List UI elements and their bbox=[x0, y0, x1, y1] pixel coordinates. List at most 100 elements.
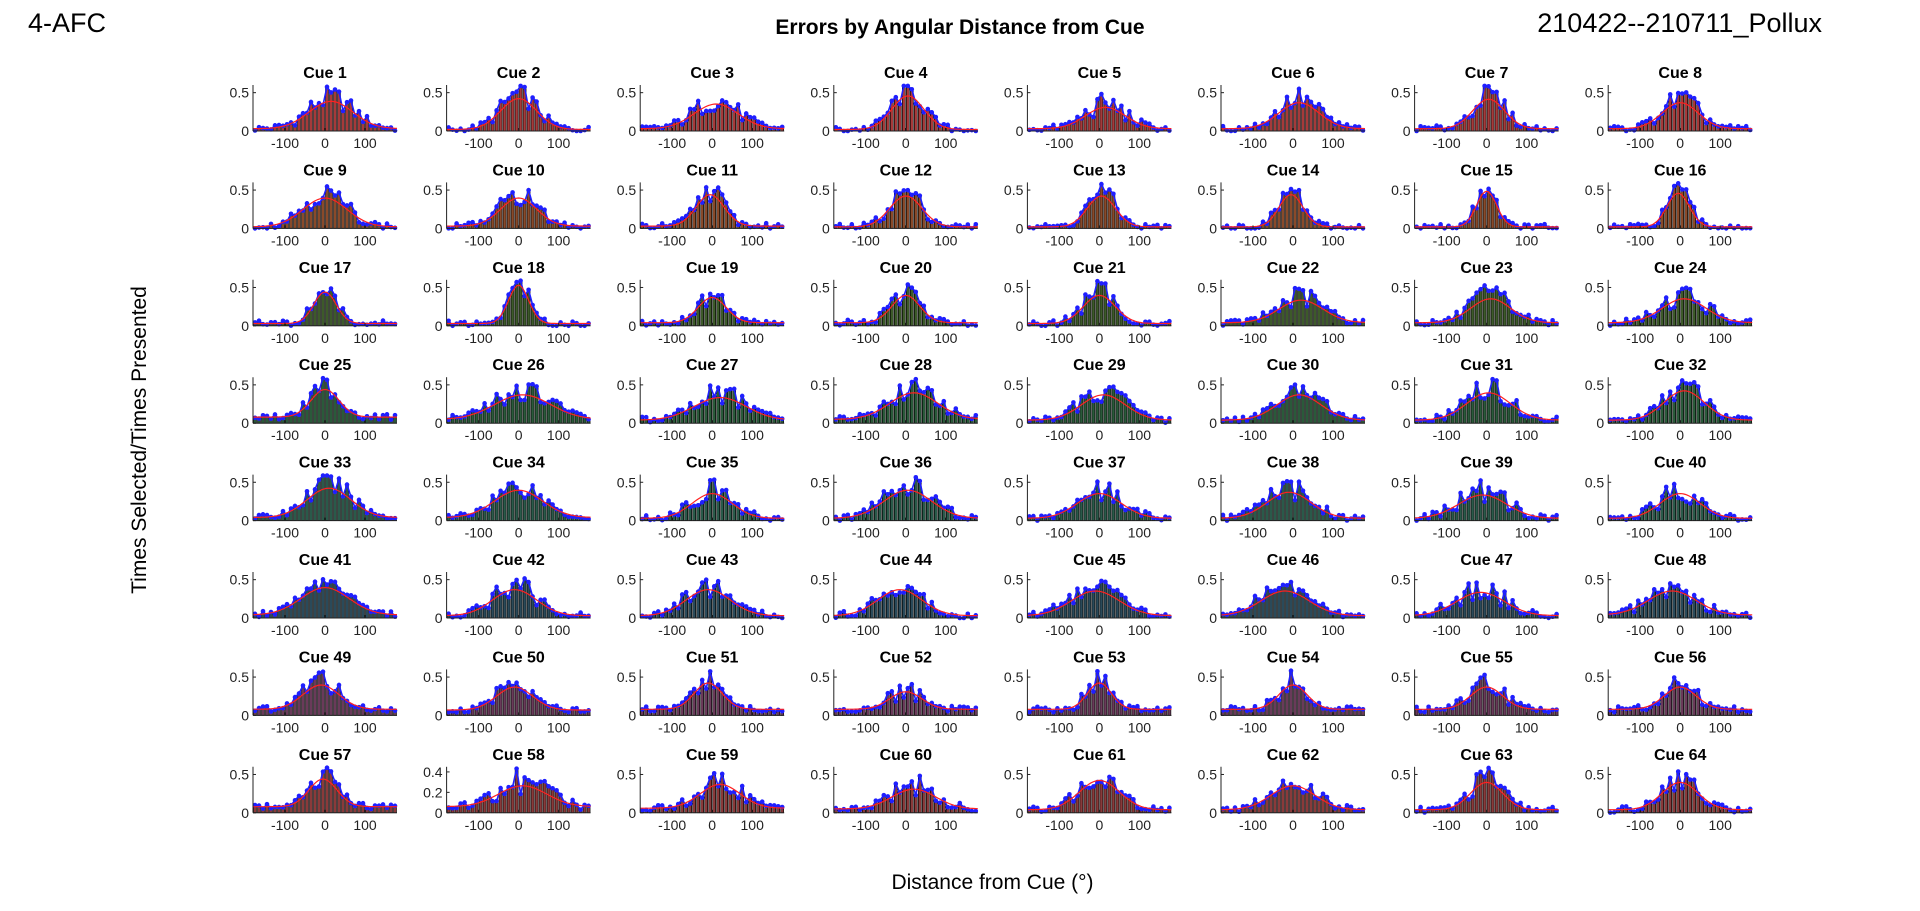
data-line bbox=[254, 670, 396, 713]
histogram-bar bbox=[514, 281, 519, 327]
data-point bbox=[498, 196, 503, 202]
data-point bbox=[1502, 290, 1507, 296]
x-tick-label: 0 bbox=[1676, 232, 1684, 248]
x-tick-label: 100 bbox=[1515, 525, 1539, 541]
x-tick-label: 0 bbox=[1289, 427, 1297, 443]
y-tick-label: 0.5 bbox=[230, 377, 250, 393]
x-tick-label: -100 bbox=[1239, 330, 1267, 346]
fit-curve bbox=[1221, 102, 1366, 130]
data-point bbox=[873, 413, 879, 418]
histogram-bar bbox=[716, 187, 721, 229]
data-point bbox=[324, 184, 330, 189]
histogram-bar bbox=[1115, 589, 1120, 619]
data-point bbox=[1296, 587, 1302, 592]
data-point bbox=[1284, 478, 1290, 484]
histogram-bar bbox=[1301, 209, 1305, 229]
data-point bbox=[542, 316, 547, 322]
y-tick-label: 0.5 bbox=[1198, 669, 1218, 685]
data-point bbox=[570, 319, 575, 324]
data-point bbox=[893, 401, 899, 407]
data-point bbox=[893, 189, 899, 194]
panel-title: Cue 40 bbox=[1654, 455, 1707, 472]
fit-curve bbox=[833, 489, 978, 519]
y-tick-label: 0 bbox=[435, 610, 443, 626]
histogram-bar bbox=[1293, 384, 1297, 424]
data-point bbox=[1703, 310, 1709, 316]
data-point bbox=[336, 782, 342, 787]
data-point bbox=[897, 191, 903, 196]
x-tick-label: 0 bbox=[708, 525, 716, 541]
data-point bbox=[1655, 701, 1661, 707]
data-point bbox=[735, 501, 741, 507]
data-point bbox=[973, 514, 979, 520]
data-point bbox=[360, 703, 366, 708]
panel-title: Cue 31 bbox=[1460, 357, 1513, 374]
data-point bbox=[1284, 582, 1290, 588]
data-line bbox=[1028, 279, 1170, 327]
histogram-bar bbox=[692, 209, 697, 229]
data-point bbox=[905, 187, 911, 193]
y-tick-label: 0.5 bbox=[1198, 85, 1218, 101]
data-point bbox=[1095, 278, 1100, 284]
data-point bbox=[639, 221, 645, 227]
data-point bbox=[510, 90, 515, 96]
data-point bbox=[1312, 104, 1318, 110]
x-tick-label: 0 bbox=[708, 135, 716, 151]
data-point bbox=[1530, 608, 1535, 613]
data-point bbox=[715, 292, 721, 298]
x-tick-label: 0 bbox=[1676, 427, 1684, 443]
data-point bbox=[1095, 479, 1100, 485]
y-tick-label: 0.5 bbox=[1391, 377, 1411, 393]
histogram-bar bbox=[901, 399, 906, 424]
data-point bbox=[845, 417, 851, 422]
x-tick-label: -100 bbox=[1626, 330, 1654, 346]
data-point bbox=[1426, 613, 1431, 619]
y-tick-label: 0 bbox=[1016, 123, 1024, 139]
data-point bbox=[1356, 706, 1362, 711]
histogram-bar bbox=[301, 685, 305, 716]
histogram-bar bbox=[341, 697, 345, 716]
data-point bbox=[542, 597, 547, 602]
data-point bbox=[336, 190, 342, 195]
data-point bbox=[470, 408, 475, 413]
histogram-bar bbox=[301, 797, 305, 814]
y-tick-label: 0 bbox=[435, 220, 443, 236]
data-point bbox=[655, 704, 661, 710]
data-point bbox=[845, 512, 851, 518]
data-point bbox=[719, 488, 725, 493]
y-tick-label: 0.5 bbox=[810, 669, 830, 685]
data-point bbox=[578, 610, 583, 615]
y-tick-label: 0 bbox=[1016, 318, 1024, 334]
data-point bbox=[1051, 223, 1056, 229]
data-point bbox=[913, 101, 919, 106]
panel-title: Cue 18 bbox=[492, 260, 545, 277]
panel-title: Cue 11 bbox=[686, 162, 738, 179]
data-line bbox=[448, 680, 589, 714]
data-point bbox=[1522, 222, 1527, 227]
data-point bbox=[1320, 510, 1326, 516]
x-tick-label: 0 bbox=[708, 719, 716, 735]
data-point bbox=[937, 315, 943, 321]
data-point bbox=[925, 606, 931, 611]
histogram-bar bbox=[1079, 596, 1084, 619]
data-line bbox=[1416, 187, 1557, 230]
data-point bbox=[1494, 89, 1499, 95]
data-point bbox=[494, 108, 499, 113]
data-point bbox=[833, 124, 839, 130]
data-point bbox=[1312, 390, 1318, 396]
data-point bbox=[1079, 691, 1084, 697]
x-tick-label: 0 bbox=[515, 135, 523, 151]
x-tick-label: 0 bbox=[708, 232, 716, 248]
histogram-bar bbox=[498, 398, 503, 424]
data-point bbox=[1127, 319, 1132, 325]
data-point bbox=[1635, 122, 1641, 127]
data-point bbox=[1743, 123, 1749, 129]
data-point bbox=[1619, 706, 1625, 711]
data-point bbox=[1067, 592, 1072, 598]
data-point bbox=[1236, 607, 1242, 612]
data-point bbox=[578, 411, 583, 417]
data-point bbox=[639, 414, 645, 420]
